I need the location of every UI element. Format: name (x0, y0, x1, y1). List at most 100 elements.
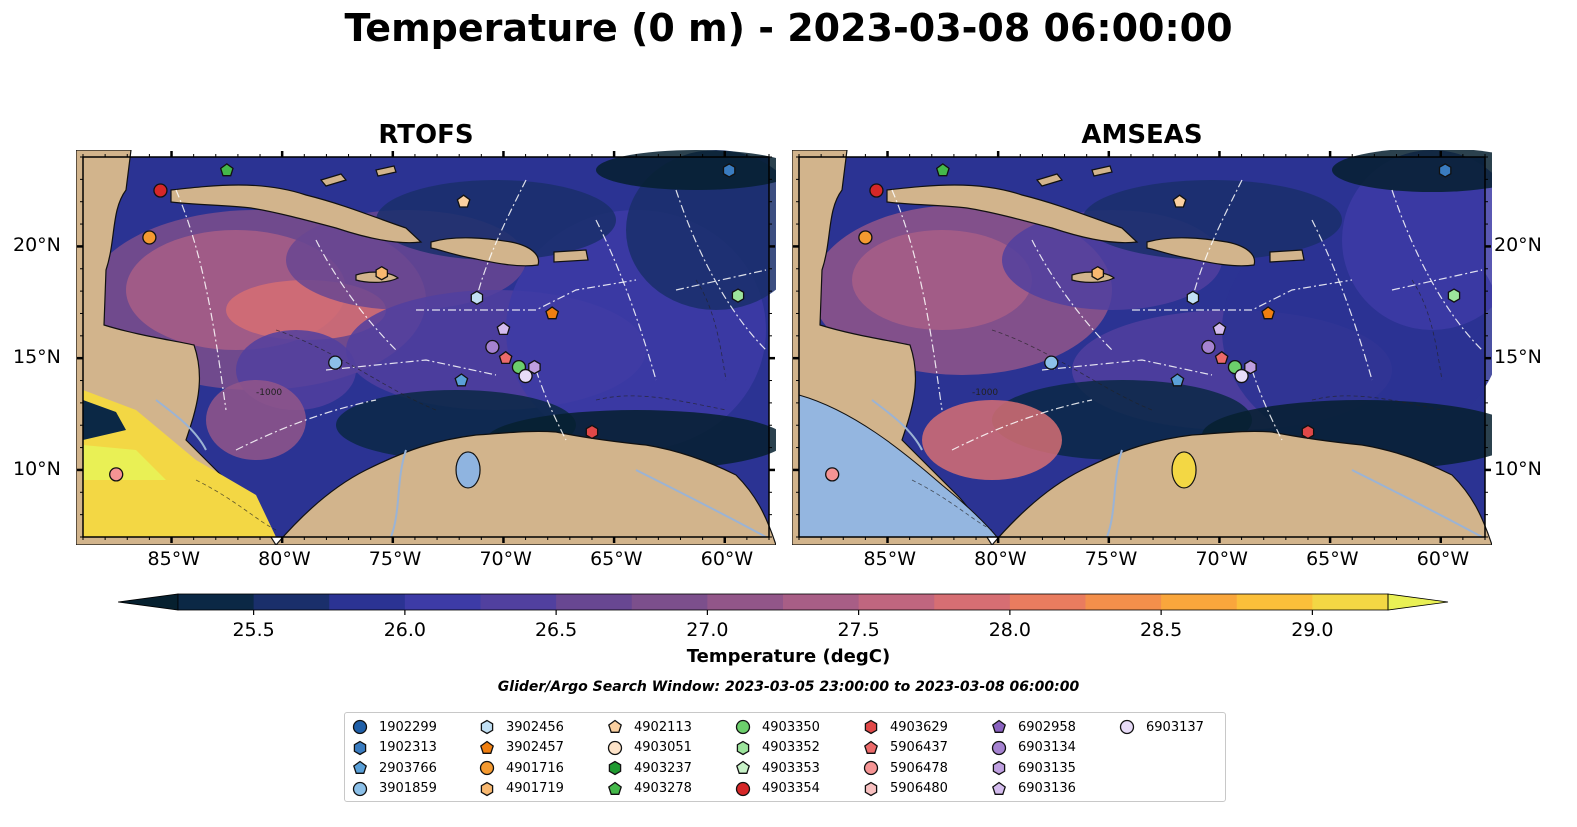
legend-item: 4901716 (478, 758, 564, 779)
legend-marker-pentagon-icon (736, 760, 750, 775)
colorbar-segment (1312, 594, 1389, 610)
platform-marker-3902457 (545, 306, 560, 320)
legend-label: 6903134 (1018, 740, 1076, 756)
legend-marker-circle-icon (991, 740, 1007, 755)
lon-tick-label: 60°W (1416, 548, 1470, 570)
platform-marker-1902313 (1438, 163, 1452, 178)
colorbar-tick-label: 25.5 (232, 619, 274, 640)
colorbar-segment (1236, 594, 1313, 610)
legend-column: 6902958 6903134 6903135 6903136 (990, 717, 1076, 799)
legend-column: 4903350 4903352 4903353 4903354 (734, 717, 820, 799)
legend-label: 6902958 (1018, 719, 1076, 735)
platform-marker-4903629 (585, 424, 599, 440)
platform-marker-4901719 (1091, 265, 1105, 281)
legend-label: 4903629 (890, 719, 948, 735)
legend-column: 4903629 5906437 5906478 5906480 (862, 717, 948, 799)
platform-marker-6903135 (1244, 359, 1257, 375)
platform-marker-3901859 (1044, 355, 1059, 370)
legend-item: 2903766 (351, 758, 437, 779)
legend-marker-circle-icon (607, 740, 623, 755)
legend-marker-hexagon-icon (864, 781, 878, 796)
legend-label: 4903051 (634, 740, 692, 756)
lat-tick-label: 10°N (1494, 457, 1542, 480)
colorbar-extend-low (117, 593, 179, 611)
legend-label: 4903237 (634, 760, 692, 776)
legend-item: 6903137 (1118, 717, 1204, 738)
legend-label: 6903135 (1018, 760, 1076, 776)
platform-marker-4903352 (1447, 288, 1461, 303)
legend-item: 6903136 (990, 779, 1076, 800)
legend-label: 4903354 (762, 781, 820, 797)
lon-tick-label: 85°W (147, 548, 200, 570)
colorbar-tick-label: 27.5 (837, 619, 879, 640)
search-window-subtitle: Glider/Argo Search Window: 2023-03-05 23… (497, 679, 1080, 695)
lon-tick-label: 65°W (1306, 548, 1359, 570)
platform-marker-4901716 (142, 230, 157, 245)
lat-tick-label: 15°N (1494, 346, 1542, 369)
legend-label: 5906437 (890, 740, 948, 756)
colorbar-segment (1085, 594, 1162, 610)
colorbar-segment (707, 594, 784, 610)
legend-item: 4903350 (734, 717, 820, 738)
platform-marker-5906478 (109, 467, 124, 482)
colorbar-segment (480, 594, 557, 610)
legend-marker-circle-icon (479, 761, 495, 776)
contour-label: -1000 (972, 388, 998, 398)
colorbar-segment (556, 594, 633, 610)
colorbar-tick-label: 26.5 (535, 619, 577, 640)
legend-label: 3901859 (379, 781, 437, 797)
legend-item: 5906480 (862, 779, 948, 800)
lat-tick-label: 20°N (1494, 234, 1542, 257)
platform-marker-6903134 (1201, 339, 1216, 355)
legend-marker-pentagon-icon (353, 760, 367, 775)
legend-label: 5906478 (890, 760, 948, 776)
legend-marker-pentagon-icon (864, 740, 878, 754)
legend-item: 1902313 (351, 738, 437, 759)
legend-marker-circle-icon (735, 781, 751, 796)
legend-item: 4903353 (734, 758, 820, 779)
legend-label: 4901716 (506, 760, 564, 776)
legend-label: 2903766 (379, 760, 437, 776)
legend-column: 6903137 (1118, 717, 1204, 738)
panel-title-amseas: AMSEAS (1081, 120, 1203, 150)
lon-tick-label: 70°W (479, 548, 532, 570)
legend-item: 5906478 (862, 758, 948, 779)
lon-tick-label: 70°W (1195, 548, 1248, 570)
legend-label: 4902113 (634, 719, 692, 735)
platform-marker-4903278 (219, 163, 234, 177)
platform-marker-4903354 (153, 183, 168, 198)
lon-tick-label: 60°W (700, 548, 754, 570)
colorbar-segment (253, 594, 330, 610)
platform-marker-3902456 (470, 290, 484, 306)
legend-label: 4901719 (506, 781, 564, 797)
lon-tick-label: 65°W (590, 548, 643, 570)
legend-label: 1902313 (379, 740, 437, 756)
contour-label: -1000 (256, 388, 282, 398)
legend-label: 1902299 (379, 719, 437, 735)
colorbar: 25.5 26.0 26.5 27.0 27.5 28.0 28.5 29.0 (117, 590, 1458, 644)
legend-label: 5906480 (890, 781, 948, 797)
platform-marker-4901716 (858, 230, 873, 245)
legend-marker-pentagon-icon (992, 781, 1006, 795)
platform-marker-4903352 (731, 288, 745, 303)
colorbar-segment (1009, 594, 1086, 610)
colorbar-segment (329, 594, 406, 610)
platform-marker-6903134 (485, 339, 500, 355)
lat-tick-label: 10°N (13, 457, 61, 480)
colorbar-segment (631, 594, 708, 610)
colorbar-tick-label: 29.0 (1291, 619, 1333, 640)
platform-marker-2903766 (454, 373, 469, 387)
legend-marker-circle-icon (735, 720, 751, 735)
colorbar-segment (1161, 594, 1238, 610)
legend-marker-pentagon-icon (992, 719, 1006, 734)
legend-item: 5906437 (862, 738, 948, 759)
legend-column: 1902299 1902313 2903766 3901859 (351, 717, 437, 799)
legend-label: 4903350 (762, 719, 820, 735)
legend-label: 3902457 (506, 740, 564, 756)
platform-marker-5906437 (1214, 350, 1229, 365)
map-panel-rtofs: -1000 (76, 150, 776, 545)
panel-title-rtofs: RTOFS (378, 120, 474, 150)
page-title: Temperature (0 m) - 2023-03-08 06:00:00 (344, 6, 1233, 50)
platform-marker-2903766 (1170, 373, 1185, 387)
platform-marker-6903136 (496, 321, 511, 336)
